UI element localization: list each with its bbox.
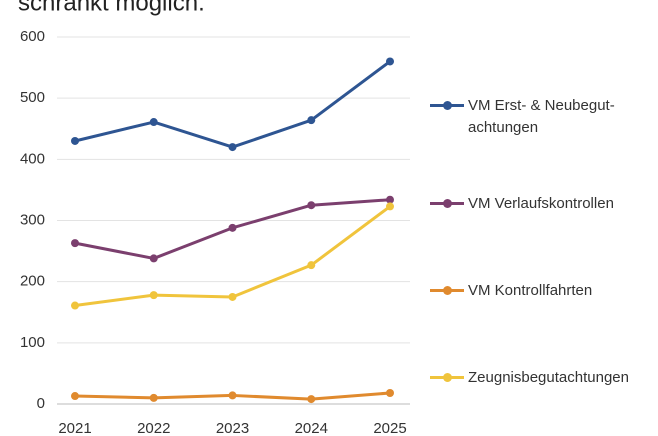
legend-label: VM Verlaufskontrollen xyxy=(468,195,614,212)
series-line xyxy=(74,205,391,308)
point xyxy=(149,393,158,402)
legend-entry: Zeugnisbegutachtungen xyxy=(430,367,629,389)
caption: schränkt möglich. xyxy=(18,0,205,16)
legend-swatch xyxy=(430,367,464,389)
x-tick-label: 2021 xyxy=(58,420,91,436)
point xyxy=(307,261,316,270)
point xyxy=(71,136,79,145)
x-tick-label: 2022 xyxy=(137,420,170,436)
point xyxy=(386,195,394,204)
y-tick-label: 500 xyxy=(20,89,45,106)
point xyxy=(149,291,158,300)
point xyxy=(71,392,79,401)
legend-label: Zeugnisbegutachtungen xyxy=(468,369,629,386)
x-tick-label: 2023 xyxy=(216,420,249,436)
point xyxy=(386,388,394,397)
point xyxy=(71,301,79,310)
point xyxy=(307,116,316,125)
legend-swatch xyxy=(430,193,464,215)
point xyxy=(307,395,316,404)
y-tick-label: 300 xyxy=(20,211,45,228)
point xyxy=(71,239,79,248)
legend-label: VM Erst- & Neubegut- achtungen xyxy=(468,97,615,136)
legend-swatch xyxy=(430,95,464,117)
y-tick-label: 100 xyxy=(20,334,45,351)
point xyxy=(386,57,394,66)
point xyxy=(228,223,237,232)
y-tick-label: 200 xyxy=(20,273,45,290)
legend-label: VM Kontrollfahrten xyxy=(468,282,593,299)
point xyxy=(307,201,316,210)
legend-entry: VM Verlaufskontrollen xyxy=(430,193,614,215)
y-tick-label: 0 xyxy=(37,395,45,412)
point xyxy=(228,391,237,400)
legend-entry: VM Erst- & Neubegut- achtungen xyxy=(430,95,615,139)
x-tick-label: 2025 xyxy=(373,420,406,436)
point xyxy=(149,254,158,263)
y-tick-label: 600 xyxy=(20,28,45,45)
series-line xyxy=(74,60,391,149)
y-tick-label: 400 xyxy=(20,150,45,167)
legend-swatch xyxy=(430,280,464,302)
point xyxy=(386,202,394,211)
point xyxy=(149,118,158,127)
point xyxy=(228,292,237,301)
x-tick-label: 2024 xyxy=(295,420,328,436)
point xyxy=(228,143,237,152)
legend-entry: VM Kontrollfahrten xyxy=(430,280,592,302)
